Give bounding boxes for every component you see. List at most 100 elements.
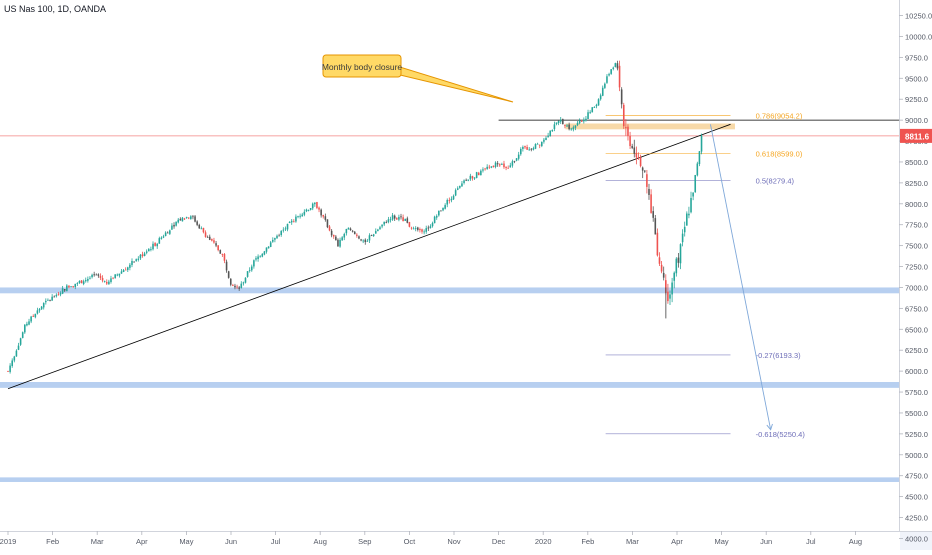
candle-body-28	[66, 285, 68, 292]
candle-body-68	[150, 249, 152, 250]
candle-body-73	[160, 237, 163, 239]
candle-body-149	[320, 209, 322, 216]
candle-body-219	[467, 179, 470, 181]
candle-body-43	[97, 274, 100, 276]
candle-body-228	[486, 166, 488, 169]
time-tick-label-13: Feb	[581, 537, 594, 546]
candle-body-65	[143, 253, 146, 257]
candle-body-9	[26, 323, 28, 326]
candle-body-150	[322, 215, 325, 217]
candle-body-35	[80, 280, 83, 284]
candle-body-173	[370, 235, 373, 237]
candle-body-48	[108, 281, 110, 285]
candle-body-13	[34, 313, 37, 318]
candle-body-92	[200, 228, 203, 230]
candle-body-11	[30, 316, 32, 322]
candle-body-107	[232, 285, 234, 287]
time-tick-label-1: Feb	[46, 537, 59, 546]
candle-body-137	[295, 216, 297, 222]
candle-body-159	[341, 237, 343, 241]
fib-level-label-4: -0.618(5250.4)	[756, 430, 806, 439]
candle-body-154	[330, 230, 333, 236]
price-tick-label-2: 9750.0	[905, 53, 928, 62]
candle-body-281	[597, 99, 600, 106]
candle-body-230	[490, 166, 493, 168]
candle-body-75	[164, 232, 167, 237]
candle-body-164	[351, 230, 354, 232]
candle-body-254	[541, 142, 543, 146]
price-tick-label-13: 7000.0	[905, 283, 928, 292]
candle-body-7	[21, 332, 24, 338]
callout-box[interactable]	[322, 54, 402, 78]
candle-body-55	[122, 270, 125, 272]
candle-body-232	[494, 162, 497, 167]
candle-body-253	[538, 144, 541, 146]
candle-body-71	[156, 243, 159, 247]
candle-body-324	[688, 213, 690, 216]
candle-body-93	[202, 227, 205, 233]
candle-body-246	[524, 146, 526, 148]
price-tick-label-15: 6500.0	[905, 325, 928, 334]
candle-body-237	[505, 166, 507, 168]
candle-body-177	[379, 227, 381, 230]
candle-body-138	[297, 216, 299, 217]
candle-body-83	[181, 217, 184, 222]
candle-body-249	[530, 148, 533, 150]
zone-5850	[0, 381, 899, 388]
candle-body-257	[547, 135, 549, 138]
candle-body-61	[135, 259, 137, 261]
candle-body-306	[650, 194, 652, 213]
candle-body-181	[387, 219, 390, 223]
candle-body-5	[17, 345, 20, 350]
candle-body-194	[414, 228, 417, 229]
candle-body-220	[469, 175, 472, 180]
candle-body-134	[288, 221, 291, 223]
candle-body-6	[19, 338, 22, 345]
price-tick-label-7: 8500.0	[905, 158, 928, 167]
price-tick-label-19: 5500.0	[905, 409, 928, 418]
candle-body-91	[198, 224, 201, 229]
candle-body-12	[32, 316, 35, 317]
candle-body-3	[13, 356, 16, 361]
candle-body-106	[229, 278, 232, 285]
candle-body-116	[250, 266, 253, 271]
candle-body-320	[679, 244, 682, 264]
candle-body-121	[261, 253, 264, 257]
candle-body-77	[169, 230, 171, 234]
zones-layer	[0, 123, 899, 482]
candle-body-32	[74, 283, 77, 288]
candle-body-16	[40, 306, 43, 310]
candle-body-37	[84, 280, 87, 282]
candle-body-72	[158, 238, 161, 244]
price-tick-label-0: 10250.0	[905, 12, 932, 21]
candle-body-277	[589, 111, 591, 113]
candle-body-188	[402, 217, 404, 222]
candle-body-63	[139, 254, 142, 259]
candle-body-218	[465, 179, 467, 181]
candle-body-46	[103, 281, 106, 282]
candle-body-131	[282, 229, 285, 231]
candle-body-322	[683, 226, 686, 233]
candle-body-308	[654, 218, 657, 235]
candle-body-18	[45, 300, 47, 303]
candle-body-225	[480, 170, 482, 176]
candle-body-286	[608, 74, 610, 76]
candle-body-156	[335, 236, 337, 241]
candle-body-209	[446, 199, 449, 205]
time-tick-label-18: Jul	[806, 537, 816, 546]
candle-body-130	[280, 231, 283, 236]
supply-zone	[565, 123, 735, 130]
candle-body-183	[391, 215, 394, 220]
candle-body-195	[417, 227, 419, 230]
candle-body-265	[564, 124, 566, 126]
candle-body-215	[459, 185, 461, 188]
candle-body-264	[562, 119, 564, 125]
candle-body-182	[389, 219, 392, 221]
axis-corner	[900, 532, 932, 550]
price-tick-label-11: 7500.0	[905, 242, 928, 251]
candle-body-45	[101, 278, 104, 281]
time-tick-label-3: Apr	[136, 537, 148, 546]
